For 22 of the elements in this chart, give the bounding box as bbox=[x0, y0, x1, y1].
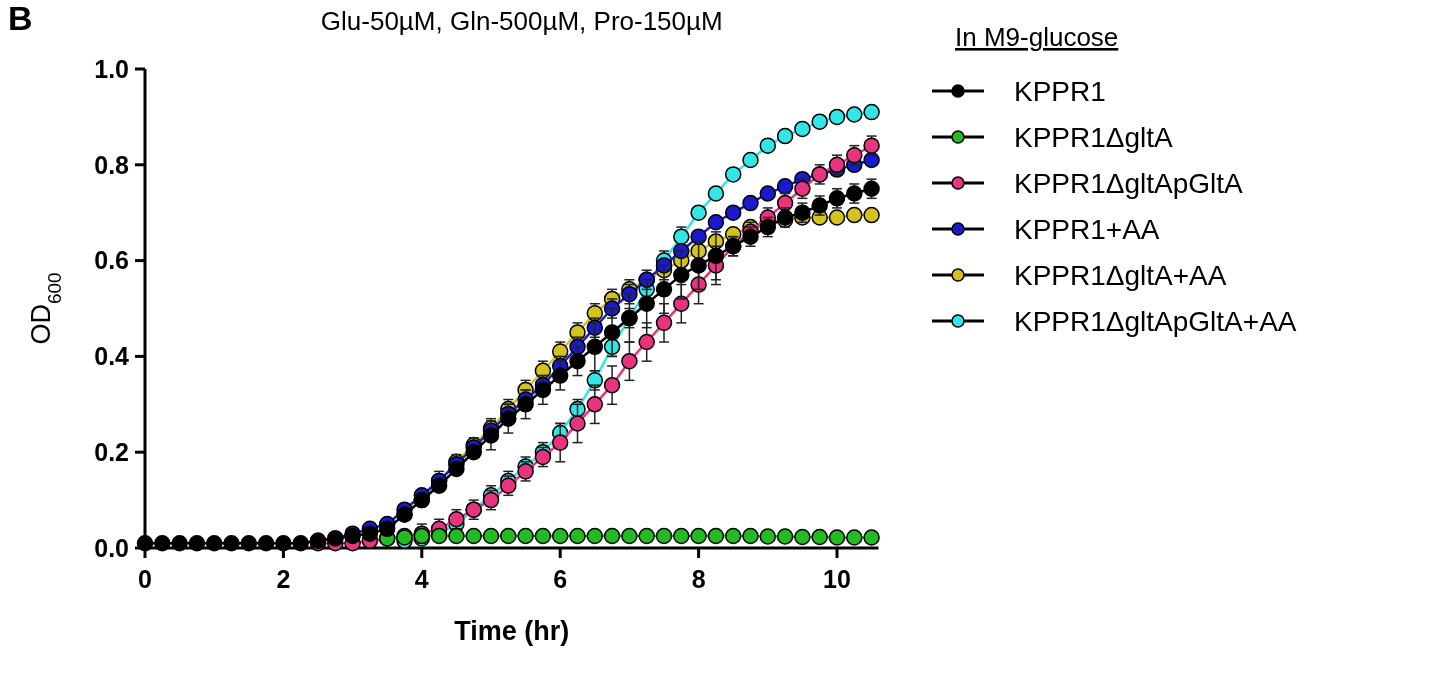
y-tick-label: 0.4 bbox=[94, 342, 130, 371]
y-tick-label: 0.2 bbox=[94, 437, 129, 466]
legend-label: KPPR1ΔgltA bbox=[1014, 121, 1174, 153]
y-tick-label: 0.8 bbox=[94, 150, 130, 179]
x-tick-label: 2 bbox=[276, 565, 291, 593]
text: B bbox=[8, 0, 33, 37]
y-tick-label: 0.6 bbox=[94, 246, 129, 275]
x-tick-label: 0 bbox=[138, 565, 152, 593]
x-axis-title: Time (hr) bbox=[454, 616, 570, 646]
chart-title: Glu-50µM, Gln-500µM, Pro-150µM bbox=[320, 6, 723, 36]
x-tick-label: 10 bbox=[823, 565, 851, 593]
x-tick-label: 8 bbox=[691, 565, 706, 593]
x-tick-label: 6 bbox=[553, 565, 568, 593]
x-tick-label: 4 bbox=[414, 565, 429, 593]
legend-label: KPPR1ΔgltApGltA+AA bbox=[1014, 305, 1297, 337]
legend-label: KPPR1ΔgltA+AA bbox=[1014, 259, 1227, 291]
y-tick-label: 0.0 bbox=[94, 533, 129, 562]
legend-label: KPPR1 bbox=[1014, 75, 1106, 107]
y-tick-label: 1.0 bbox=[94, 54, 129, 83]
legend-title: In M9-glucose bbox=[955, 22, 1119, 52]
legend-label: KPPR1ΔgltApGltA bbox=[1014, 167, 1244, 199]
legend-label: KPPR1+AA bbox=[1014, 213, 1160, 245]
